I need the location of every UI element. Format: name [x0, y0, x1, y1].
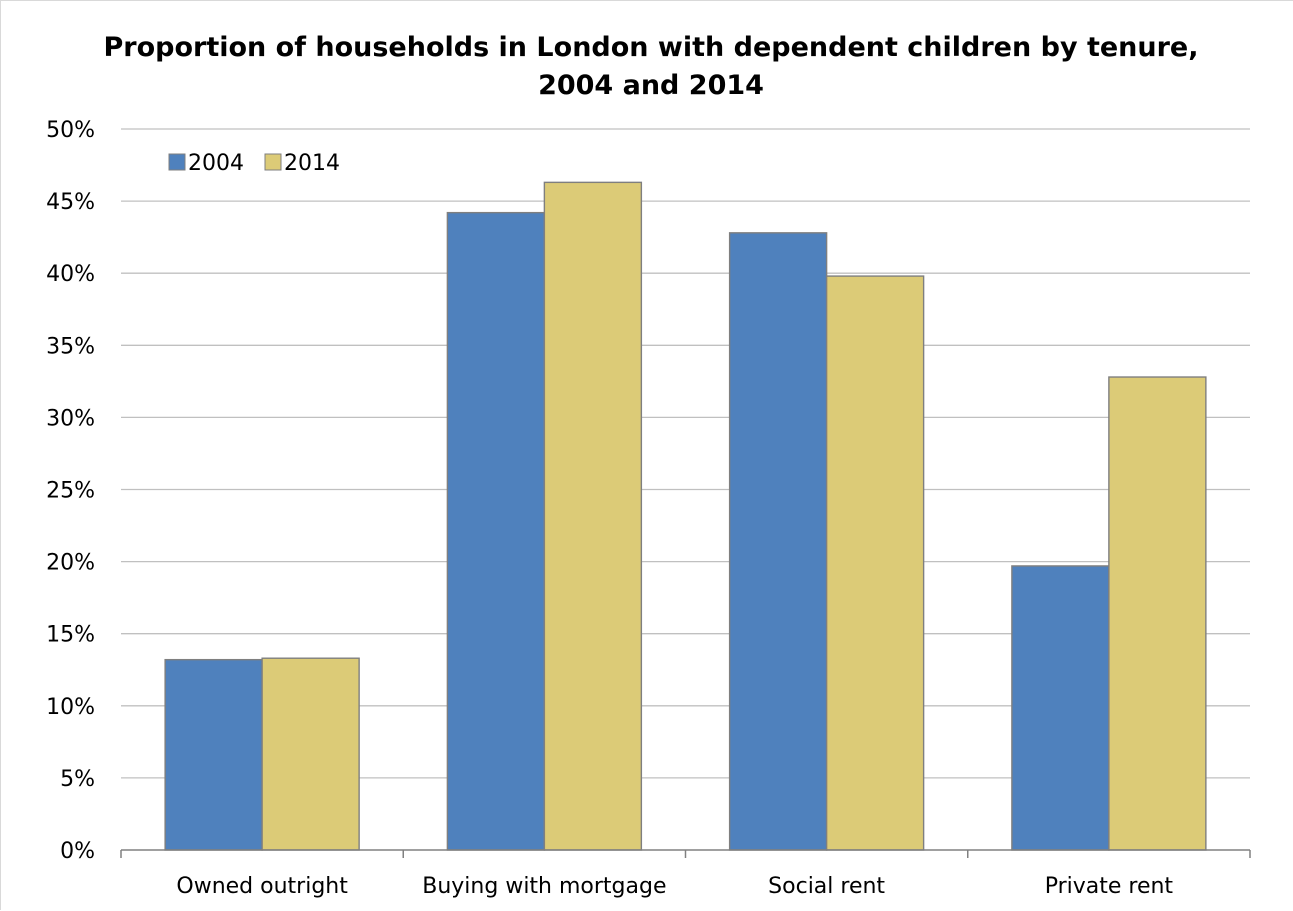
- legend-label-2004: 2004: [188, 151, 244, 176]
- y-tick-label: 10%: [46, 695, 95, 720]
- x-category-label: Owned outright: [176, 874, 348, 899]
- y-tick-label: 45%: [46, 190, 95, 215]
- y-tick-label: 15%: [46, 623, 95, 648]
- bar-2004-2: [728, 232, 828, 851]
- axes: 0% 5% 10% 15% 20% 25% 30% 35% 40% 45% 50% Owned out…: [46, 118, 1251, 899]
- bar-2014-2: [825, 275, 925, 851]
- legend-swatch-2004: [168, 153, 186, 171]
- y-tick-label: 50%: [46, 118, 95, 143]
- bar-2004-3: [1011, 565, 1110, 851]
- bar-2014-1: [543, 181, 643, 851]
- x-category-label: Buying with mortgage: [422, 874, 666, 899]
- bar-2014-3: [1108, 376, 1207, 851]
- bar-2004-0: [164, 658, 263, 851]
- bar-2014-0: [261, 657, 360, 851]
- legend: 2004 2014: [168, 151, 340, 176]
- y-tick-label: 35%: [46, 334, 95, 359]
- bars: [164, 181, 1207, 851]
- y-tick-label: 0%: [60, 839, 95, 864]
- y-tick-label: 25%: [46, 479, 95, 504]
- chart-subtitle: 2004 and 2014: [538, 70, 764, 101]
- x-category-label: Social rent: [768, 874, 885, 899]
- legend-label-2014: 2014: [284, 151, 340, 176]
- bar-2004-1: [446, 211, 546, 851]
- x-category-label: Private rent: [1045, 874, 1174, 899]
- chart-title: Proportion of households in London with …: [103, 32, 1198, 63]
- y-tick-label: 20%: [46, 551, 95, 576]
- y-tick-label: 30%: [46, 406, 95, 431]
- y-tick-label: 5%: [60, 767, 95, 792]
- y-tick-label: 40%: [46, 262, 95, 287]
- legend-swatch-2014: [264, 153, 282, 171]
